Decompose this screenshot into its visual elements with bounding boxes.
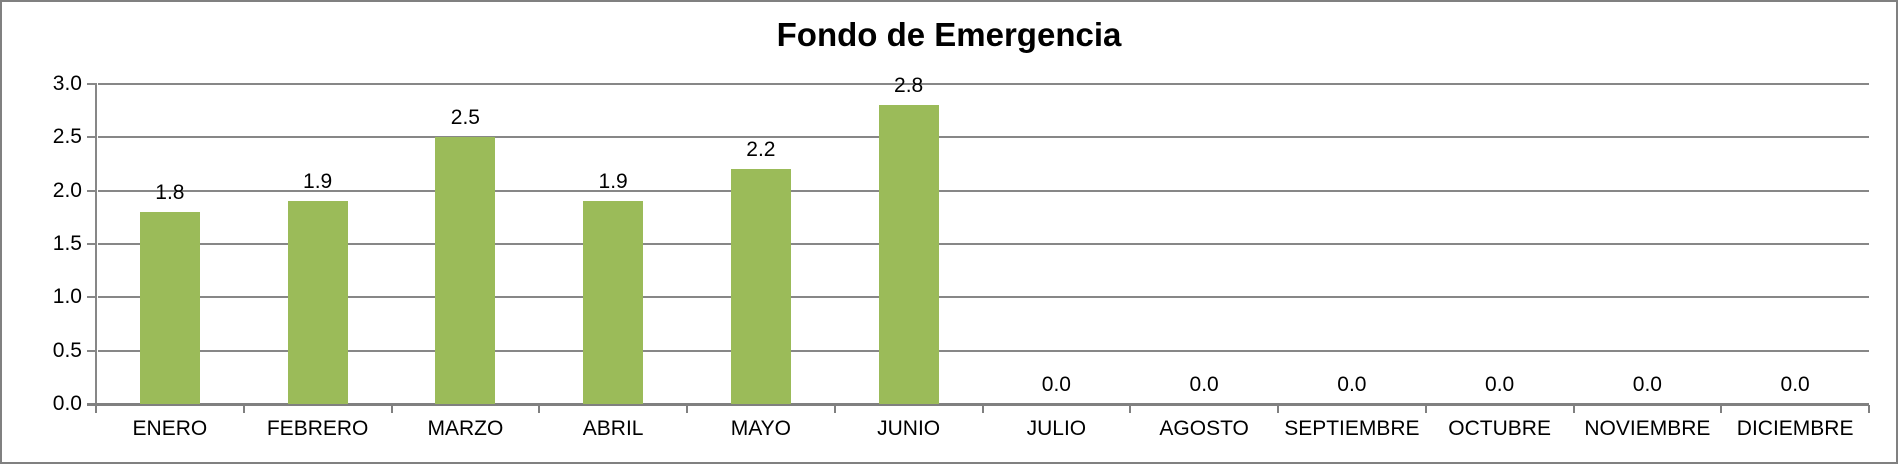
x-axis-tick-mark <box>1572 405 1575 413</box>
bar-enero <box>139 212 200 404</box>
bar-junio <box>878 105 939 404</box>
x-axis-label-abril: ABRIL <box>582 417 644 440</box>
bar-value-label-julio: 0.0 <box>1041 373 1071 396</box>
bar-marzo <box>435 137 496 404</box>
y-axis-tick-label: 3.0 <box>52 72 82 95</box>
x-axis-label-noviembre: NOVIEMBRE <box>1584 417 1711 440</box>
y-axis-tick-label: 2.0 <box>52 178 82 202</box>
x-axis-label-agosto: AGOSTO <box>1159 417 1249 440</box>
bar-mayo <box>730 169 791 404</box>
bar-value-label-marzo: 2.5 <box>450 106 480 130</box>
x-axis-label-septiembre: SEPTIEMBRE <box>1284 417 1420 440</box>
gridline <box>98 243 1869 245</box>
y-axis-tick-label: 1.0 <box>52 285 82 309</box>
x-axis-tick-mark <box>1868 405 1870 413</box>
bar-abril <box>583 201 644 404</box>
x-axis-label-enero: ENERO <box>132 417 208 440</box>
y-axis-tick-mark <box>87 296 96 299</box>
bar-febrero <box>287 201 348 404</box>
gridline <box>98 189 1869 192</box>
y-axis-tick-label: 0.5 <box>52 338 82 362</box>
x-axis-tick-mark <box>686 405 688 413</box>
x-axis-label-mayo: MAYO <box>730 417 792 440</box>
gridline <box>98 136 1869 139</box>
y-axis-tick-mark <box>87 189 96 192</box>
x-axis-line <box>87 403 1869 406</box>
x-axis-label-julio: JULIO <box>1026 417 1087 440</box>
chart-title: Fondo de Emergencia <box>776 16 1122 53</box>
y-axis-line <box>95 83 97 405</box>
gridline <box>98 296 1869 299</box>
y-axis-tick-mark <box>87 243 96 245</box>
bar-value-label-mayo: 2.2 <box>746 138 776 162</box>
bar-value-label-agosto: 0.0 <box>1189 373 1219 396</box>
gridline <box>98 349 1869 352</box>
y-axis-tick-mark <box>87 136 96 139</box>
x-axis-label-diciembre: DICIEMBRE <box>1736 417 1854 440</box>
x-axis-tick-mark <box>1424 405 1427 413</box>
bar-value-label-noviembre: 0.0 <box>1632 373 1662 396</box>
x-axis-tick-mark <box>242 405 245 413</box>
x-axis-tick-mark <box>833 405 836 413</box>
x-axis-tick-mark <box>538 405 541 413</box>
x-axis-tick-mark <box>1277 405 1279 413</box>
bar-value-label-septiembre: 0.0 <box>1337 373 1367 396</box>
y-axis-tick-mark <box>87 349 96 352</box>
y-axis-tick-label: 2.5 <box>52 125 82 149</box>
x-axis-label-marzo: MARZO <box>427 417 504 440</box>
bar-value-label-junio: 2.8 <box>894 74 924 98</box>
y-axis-tick-label: 1.5 <box>52 232 82 255</box>
bar-value-label-diciembre: 0.0 <box>1780 373 1810 396</box>
y-axis-tick-mark <box>87 83 96 85</box>
bar-value-label-abril: 1.9 <box>598 170 628 194</box>
x-axis-tick-mark <box>390 405 393 413</box>
bar-value-label-octubre: 0.0 <box>1485 373 1515 396</box>
x-axis-tick-mark <box>1129 405 1132 413</box>
x-axis-label-febrero: FEBRERO <box>266 417 369 440</box>
x-axis-label-junio: JUNIO <box>877 417 941 440</box>
gridline <box>98 83 1869 85</box>
y-axis-tick-label: 0.0 <box>52 392 82 415</box>
bar-value-label-febrero: 1.9 <box>303 170 333 194</box>
bar-value-label-enero: 1.8 <box>155 181 185 204</box>
x-axis-tick-mark <box>981 405 984 413</box>
x-axis-tick-mark <box>95 405 97 413</box>
x-axis-label-octubre: OCTUBRE <box>1448 417 1551 440</box>
x-axis-tick-mark <box>1720 405 1723 413</box>
